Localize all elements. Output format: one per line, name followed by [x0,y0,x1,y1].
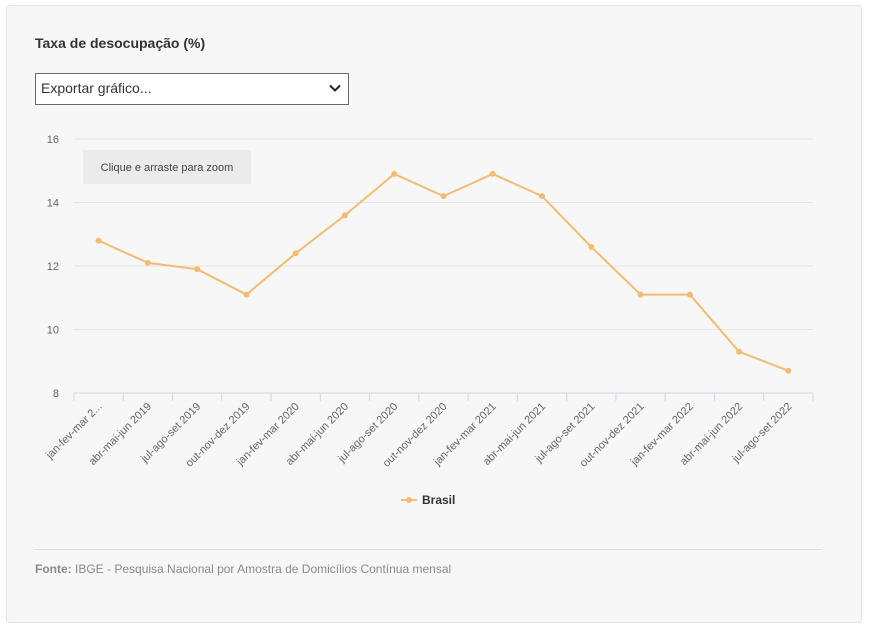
data-point[interactable] [144,259,151,266]
y-tick-label: 12 [47,261,59,273]
data-point[interactable] [95,237,102,244]
legend-marker [406,497,412,503]
data-point[interactable] [539,193,546,200]
data-point[interactable] [391,170,398,177]
data-point[interactable] [588,243,595,250]
zoom-hint-bg [83,150,251,184]
legend-label[interactable]: Brasil [422,493,455,507]
series-line[interactable] [98,172,789,372]
x-axis [73,392,814,401]
footer-divider [35,549,821,550]
data-point[interactable] [736,348,743,355]
grid-lines [74,138,813,330]
y-tick-label: 8 [53,388,59,400]
chevron-down-icon [329,84,341,92]
zoom-hint-text: Clique e arraste para zoom [101,162,234,174]
zoom-hint-box: Clique e arraste para zoom [83,150,251,184]
data-point[interactable] [243,291,250,298]
export-select-value: Exportar gráfico... [41,80,152,96]
data-point[interactable] [194,266,201,273]
data-point[interactable] [785,367,792,374]
data-point[interactable] [292,250,299,257]
legend[interactable]: Brasil [401,493,455,507]
chart-card [6,5,862,623]
source-text: IBGE - Pesquisa Nacional por Amostra de … [75,562,452,576]
series-group[interactable] [95,170,792,374]
y-tick-label: 16 [47,134,59,146]
data-point[interactable] [341,212,348,219]
export-chart-select[interactable]: Exportar gráfico... [35,73,349,105]
source-note: Fonte: IBGE - Pesquisa Nacional por Amos… [35,562,451,576]
data-point[interactable] [440,193,447,200]
y-tick-label: 14 [47,198,59,210]
y-axis-ticks: 8 10 12 14 16 [47,134,59,400]
data-point[interactable] [637,291,644,298]
y-tick-label: 10 [47,325,59,337]
x-axis-tick-labels: jan-fev-mar 2...abr-mai-jun 2019jul-ago-… [43,401,794,470]
source-label: Fonte: [35,562,72,576]
chart-title: Taxa de desocupação (%) [35,35,206,51]
data-point[interactable] [686,291,693,298]
data-point[interactable] [489,170,496,177]
